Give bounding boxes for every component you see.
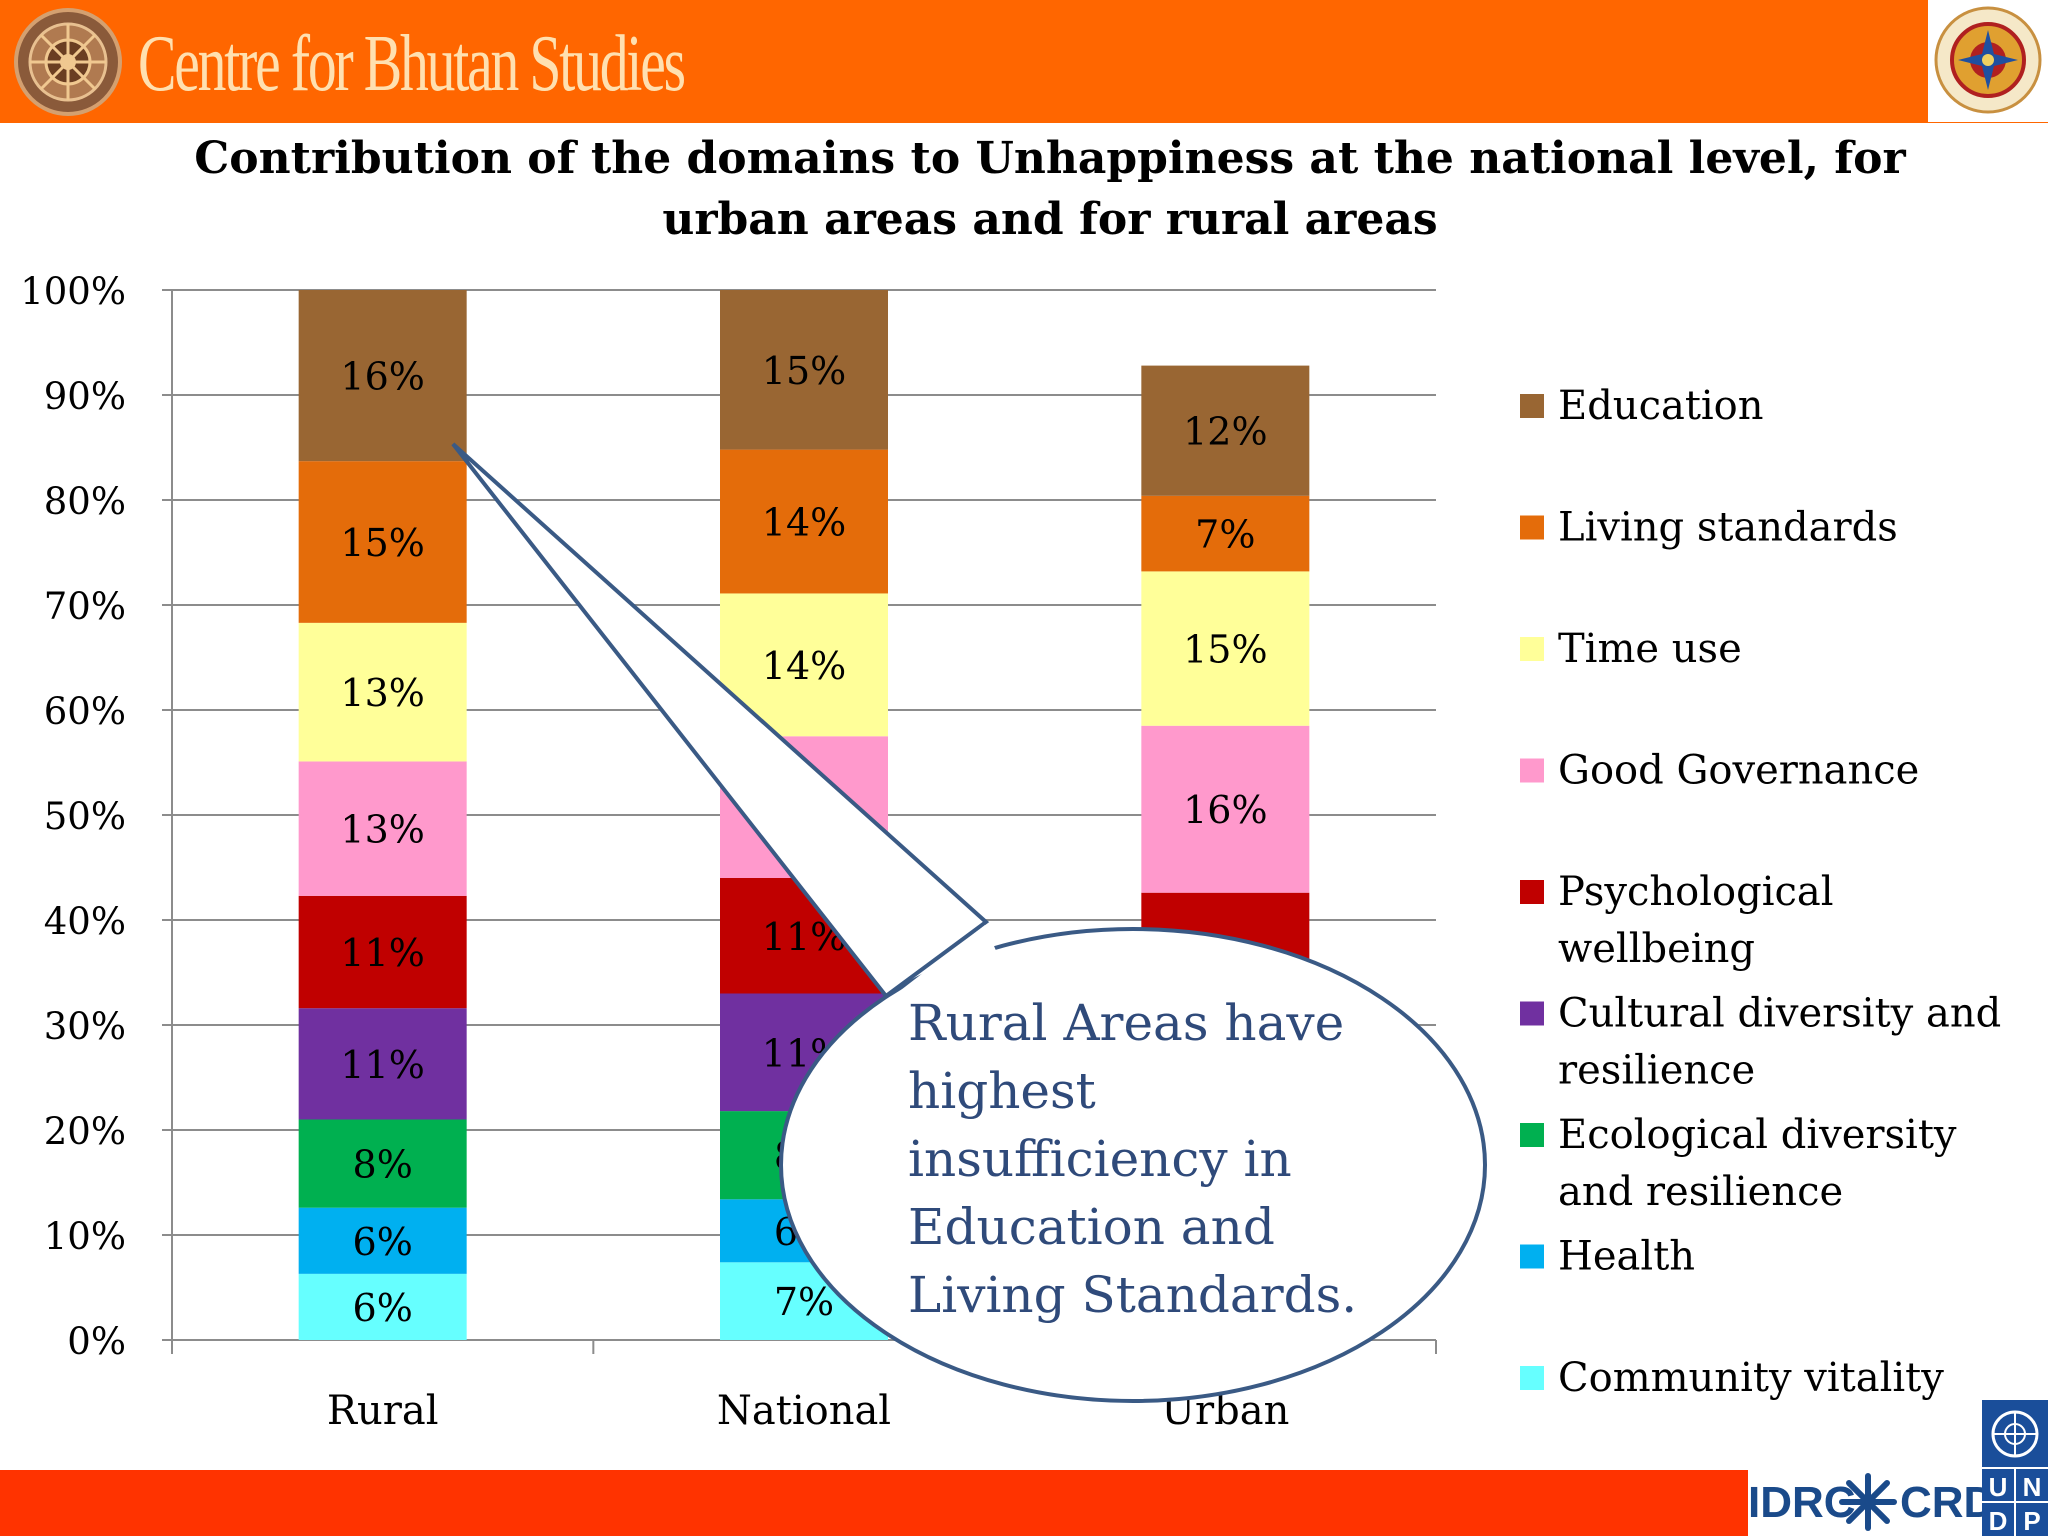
y-tick-label: 60% (44, 690, 126, 733)
data-label: 6% (353, 1286, 413, 1330)
y-tick-label: 100% (20, 270, 126, 313)
y-tick-label: 40% (44, 900, 126, 943)
legend-label: resilience (1558, 1048, 1755, 1094)
bar-segment (298, 290, 467, 462)
bar-segment (1141, 725, 1310, 893)
callout-text-line: Living Standards. (908, 1266, 1357, 1324)
data-label: 7% (1195, 513, 1255, 557)
idrc-logo-text: IDRC (1748, 1478, 1856, 1527)
bar-segment (1141, 495, 1310, 572)
legend-label: Living standards (1558, 505, 1898, 551)
legend-label: Health (1558, 1234, 1695, 1280)
callout-pointer (451, 442, 990, 999)
data-label: 15% (340, 521, 424, 565)
data-label: 15% (1183, 628, 1267, 672)
header-bar (0, 0, 2048, 123)
legend-swatch (1520, 1244, 1544, 1269)
bar-segment (1141, 365, 1310, 496)
data-label: 13% (340, 671, 424, 715)
legend-label: Ecological diversity (1558, 1112, 1957, 1158)
bar-segment (1141, 571, 1310, 726)
y-tick-label: 20% (44, 1110, 126, 1153)
legend-swatch (1520, 1001, 1544, 1026)
legend-label: Community vitality (1558, 1355, 1944, 1401)
y-tick-label: 10% (44, 1215, 126, 1258)
bar-segment (298, 1119, 467, 1208)
bar-segment (298, 895, 467, 1009)
bar-segment (298, 761, 467, 896)
legend-swatch (1520, 394, 1544, 418)
legend-swatch (1520, 758, 1544, 783)
bar-segment (298, 1273, 467, 1340)
legend-label: Time use (1558, 626, 1742, 672)
legend-label: Psychological (1558, 869, 1834, 915)
stacked-bar-chart: 0% 10% 20% 30% 40% 50% 60% 70% 80% 90% 100% 6% 6% 8% 1… (20, 270, 2001, 1434)
data-label: 11% (340, 931, 424, 975)
bar-segment (720, 449, 888, 594)
callout-text-line: highest (908, 1062, 1096, 1120)
undp-logo: U N D P (1982, 1400, 2048, 1536)
legend-label: Cultural diversity and (1558, 991, 2001, 1037)
data-label: 12% (1183, 410, 1267, 454)
dharma-wheel-icon (14, 8, 122, 116)
data-label: 6% (353, 1220, 413, 1264)
data-label: 16% (1183, 788, 1267, 832)
legend-label: and resilience (1558, 1169, 1843, 1215)
bar-segment (720, 290, 888, 450)
data-label: 15% (762, 349, 846, 393)
legend-swatch (1520, 1366, 1544, 1390)
footer-bar (0, 1470, 1748, 1536)
bar-segment (298, 1207, 467, 1274)
data-label: 14% (762, 501, 846, 545)
y-tick-label: 30% (44, 1005, 126, 1048)
undp-letter-p: P (2023, 1506, 2040, 1536)
x-category-label: Rural (327, 1388, 439, 1434)
callout-bubble (779, 927, 1487, 1403)
undp-letter-n: N (2023, 1472, 2042, 1502)
idrc-star-icon (1839, 1473, 1897, 1531)
y-tick-label: 0% (67, 1320, 126, 1363)
y-tick-label: 50% (44, 795, 126, 838)
y-tick-label: 90% (44, 375, 126, 418)
org-name: Centre for Bhutan Studies (138, 20, 686, 108)
undp-letter-d: D (1989, 1506, 2008, 1536)
chart-title: Contribution of the domains to Unhappine… (194, 133, 1906, 245)
legend-swatch (1520, 880, 1544, 904)
callout-text-line: Rural Areas have (908, 994, 1344, 1052)
legend-swatch (1520, 637, 1544, 661)
bar-segment (298, 1008, 467, 1120)
data-label: 11% (340, 1043, 424, 1087)
bhutan-seal-icon (1934, 6, 2042, 114)
legend-swatch (1520, 515, 1544, 540)
legend-label: wellbeing (1558, 926, 1755, 972)
undp-letter-u: U (1989, 1472, 2008, 1502)
data-label: 16% (340, 355, 424, 399)
un-emblem-icon: U N D P (1982, 1410, 2048, 1536)
callout-text-line: insufficiency in (908, 1130, 1292, 1188)
bar-segment (298, 461, 467, 623)
callout-text-line: Education and (908, 1198, 1275, 1256)
legend-label: Education (1558, 383, 1764, 429)
data-label: 14% (762, 644, 846, 688)
x-category-label: National (717, 1388, 891, 1434)
seal-container (1928, 0, 2048, 122)
data-label: 7% (774, 1280, 834, 1324)
callout-seam (888, 925, 1000, 1030)
bar-segment (298, 622, 467, 762)
y-tick-label: 80% (44, 480, 126, 523)
data-label: 13% (340, 808, 424, 852)
data-label: 8% (353, 1143, 413, 1187)
legend-swatch (1520, 1123, 1544, 1147)
legend-label: Good Governance (1558, 748, 1919, 794)
y-tick-label: 70% (44, 585, 126, 628)
